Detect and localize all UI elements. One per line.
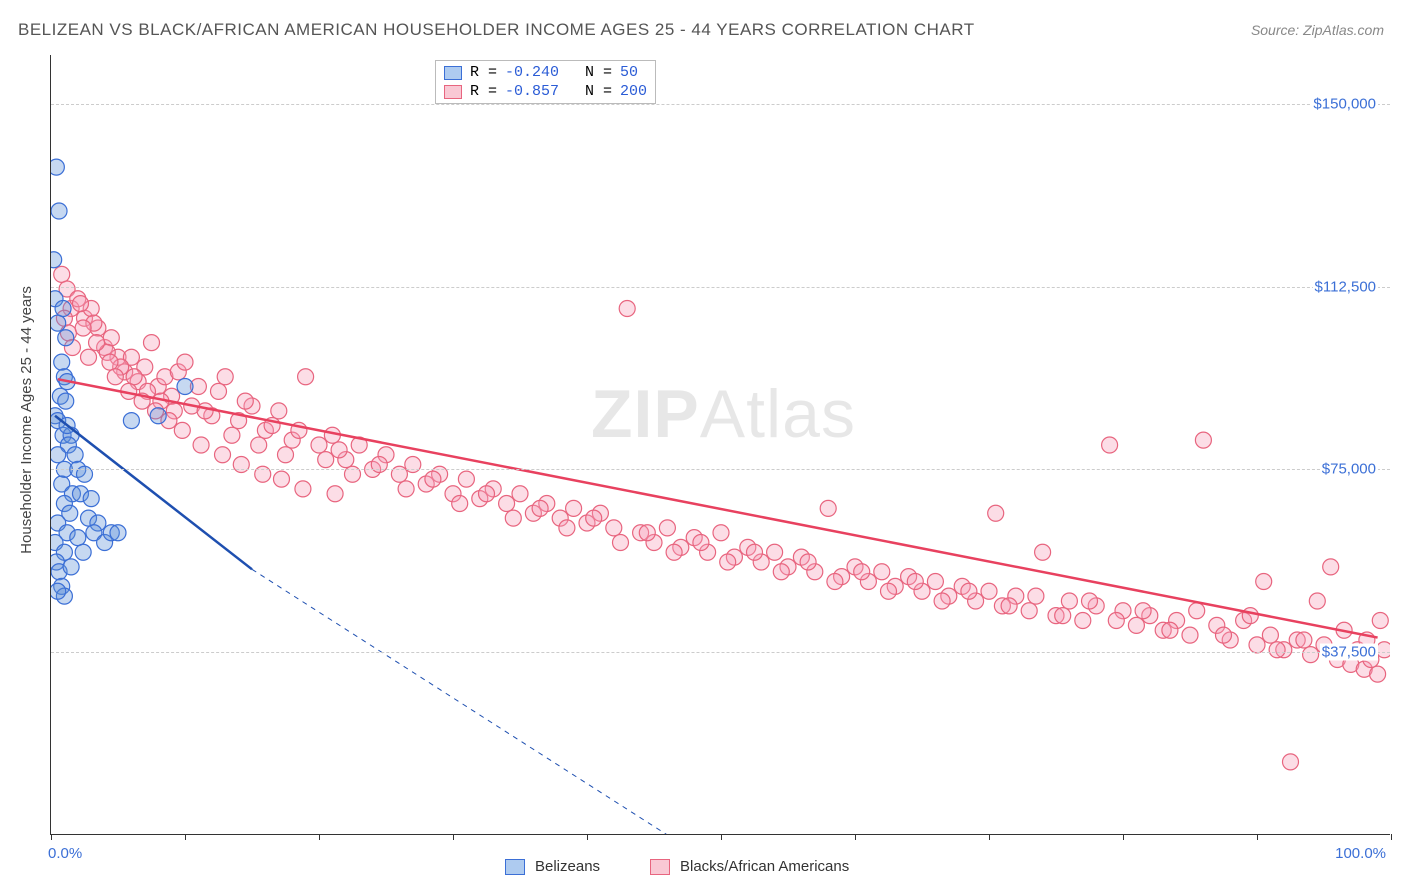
stats-box: R = -0.240 N = 50 R = -0.857 N = 200 bbox=[435, 60, 656, 104]
y-tick-label: $75,000 bbox=[1320, 461, 1378, 478]
chart-source: Source: ZipAtlas.com bbox=[1251, 22, 1384, 38]
scatter-svg bbox=[51, 55, 1390, 834]
y-tick-label: $150,000 bbox=[1311, 95, 1378, 112]
x-tick-label: 0.0% bbox=[48, 845, 82, 862]
legend-blacks: Blacks/African Americans bbox=[650, 858, 849, 875]
chart-title: BELIZEAN VS BLACK/AFRICAN AMERICAN HOUSE… bbox=[18, 20, 975, 40]
correlation-chart: BELIZEAN VS BLACK/AFRICAN AMERICAN HOUSE… bbox=[0, 0, 1406, 892]
swatch-icon bbox=[650, 859, 670, 875]
swatch-icon bbox=[444, 85, 462, 99]
y-tick-label: $37,500 bbox=[1320, 644, 1378, 661]
swatch-icon bbox=[505, 859, 525, 875]
legend-belizeans: Belizeans bbox=[505, 858, 600, 875]
swatch-icon bbox=[444, 66, 462, 80]
watermark: ZIPAtlas bbox=[591, 375, 856, 453]
x-tick-label: 100.0% bbox=[1335, 845, 1386, 862]
stats-row: R = -0.857 N = 200 bbox=[444, 82, 647, 101]
y-axis-label: Householder Income Ages 25 - 44 years bbox=[18, 286, 35, 554]
y-tick-label: $112,500 bbox=[1313, 278, 1378, 295]
stats-row: R = -0.240 N = 50 bbox=[444, 63, 647, 82]
plot-area: ZIPAtlas $37,500 $75,000 $112,500 $150,000 bbox=[50, 55, 1390, 835]
